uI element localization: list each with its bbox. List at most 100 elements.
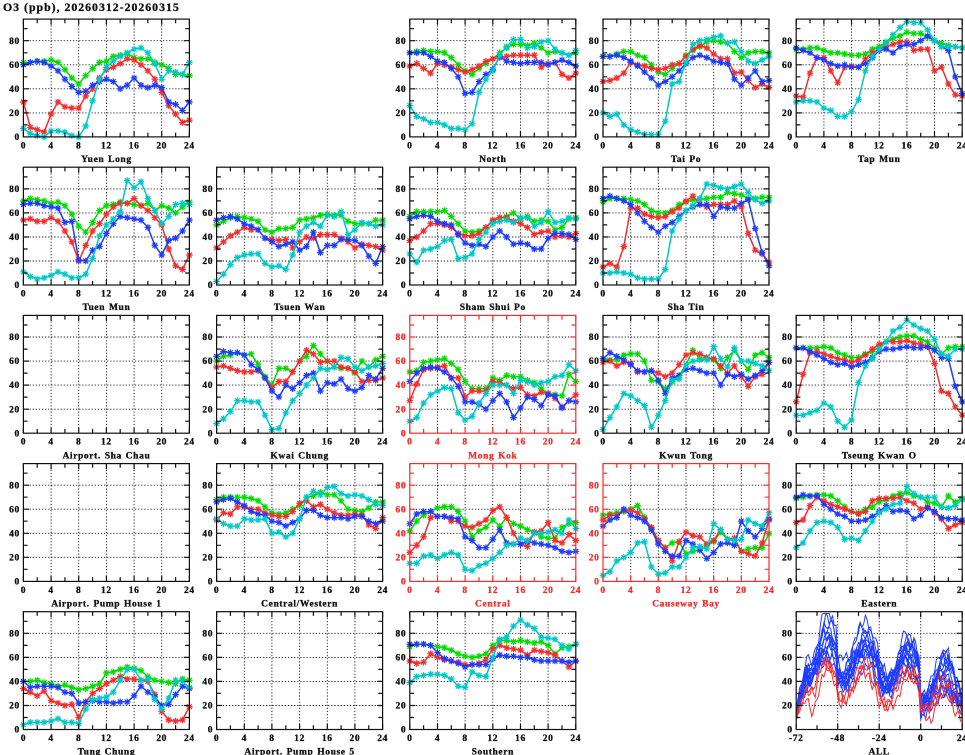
svg-text:40: 40	[9, 529, 20, 539]
svg-text:80: 80	[782, 481, 793, 491]
svg-text:8: 8	[656, 289, 661, 299]
svg-text:Tai Po: Tai Po	[671, 155, 701, 165]
svg-text:20: 20	[543, 289, 554, 299]
svg-text:60: 60	[9, 505, 20, 515]
svg-text:4: 4	[435, 289, 440, 299]
svg-text:4: 4	[435, 141, 440, 151]
svg-text:4: 4	[242, 438, 247, 448]
svg-text:40: 40	[396, 381, 407, 391]
svg-text:16: 16	[515, 141, 526, 151]
svg-text:16: 16	[515, 289, 526, 299]
svg-text:20: 20	[929, 141, 940, 151]
svg-text:0: 0	[401, 429, 406, 439]
svg-text:0: 0	[787, 429, 792, 439]
svg-text:ALL: ALL	[868, 748, 889, 755]
svg-text:12: 12	[874, 438, 885, 448]
svg-text:80: 80	[589, 185, 600, 195]
svg-text:40: 40	[589, 233, 600, 243]
svg-text:16: 16	[902, 141, 913, 151]
svg-text:0: 0	[600, 586, 605, 596]
svg-text:Tsuen Wan: Tsuen Wan	[274, 303, 326, 313]
svg-text:Tung Chung: Tung Chung	[78, 748, 136, 755]
svg-text:Causeway Bay: Causeway Bay	[652, 600, 720, 610]
svg-text:80: 80	[396, 333, 407, 343]
svg-text:16: 16	[322, 289, 333, 299]
svg-text:20: 20	[9, 702, 20, 712]
svg-text:16: 16	[322, 438, 333, 448]
svg-text:4: 4	[48, 438, 53, 448]
svg-text:20: 20	[543, 734, 554, 744]
svg-text:80: 80	[396, 185, 407, 195]
svg-text:24: 24	[184, 141, 195, 151]
svg-text:0: 0	[208, 281, 213, 291]
svg-text:20: 20	[350, 289, 361, 299]
svg-text:12: 12	[294, 289, 305, 299]
svg-text:40: 40	[782, 529, 793, 539]
svg-text:80: 80	[202, 481, 213, 491]
svg-text:8: 8	[462, 289, 467, 299]
svg-text:0: 0	[794, 438, 799, 448]
svg-text:0: 0	[208, 726, 213, 736]
svg-text:60: 60	[782, 505, 793, 515]
svg-text:Tuen Mun: Tuen Mun	[82, 303, 130, 313]
svg-text:4: 4	[628, 289, 633, 299]
svg-text:80: 80	[9, 481, 20, 491]
svg-text:8: 8	[76, 438, 81, 448]
svg-text:12: 12	[294, 586, 305, 596]
svg-text:60: 60	[589, 357, 600, 367]
svg-text:60: 60	[396, 209, 407, 219]
svg-text:20: 20	[736, 141, 747, 151]
svg-text:60: 60	[589, 61, 600, 71]
svg-text:16: 16	[708, 438, 719, 448]
svg-text:4: 4	[48, 289, 53, 299]
svg-text:Airport. Pump House 1: Airport. Pump House 1	[51, 600, 161, 610]
svg-text:16: 16	[515, 586, 526, 596]
svg-text:12: 12	[487, 289, 498, 299]
svg-text:0: 0	[600, 438, 605, 448]
svg-text:16: 16	[708, 141, 719, 151]
svg-text:20: 20	[156, 141, 167, 151]
svg-text:24: 24	[184, 438, 195, 448]
svg-text:16: 16	[322, 586, 333, 596]
svg-text:20: 20	[350, 438, 361, 448]
svg-text:20: 20	[350, 734, 361, 744]
svg-text:80: 80	[589, 37, 600, 47]
svg-text:40: 40	[782, 381, 793, 391]
svg-text:24: 24	[570, 734, 581, 744]
svg-text:80: 80	[589, 333, 600, 343]
svg-text:60: 60	[589, 209, 600, 219]
svg-text:60: 60	[589, 505, 600, 515]
svg-text:0: 0	[15, 726, 20, 736]
svg-text:20: 20	[543, 586, 554, 596]
svg-text:40: 40	[589, 529, 600, 539]
svg-text:24: 24	[957, 586, 965, 596]
svg-text:40: 40	[782, 85, 793, 95]
svg-text:60: 60	[782, 61, 793, 71]
svg-text:0: 0	[794, 141, 799, 151]
svg-text:60: 60	[396, 654, 407, 664]
svg-text:8: 8	[462, 141, 467, 151]
svg-text:40: 40	[202, 381, 213, 391]
svg-text:0: 0	[407, 141, 412, 151]
svg-text:20: 20	[156, 438, 167, 448]
svg-text:40: 40	[782, 678, 793, 688]
svg-text:40: 40	[396, 233, 407, 243]
svg-text:60: 60	[202, 357, 213, 367]
svg-text:8: 8	[76, 586, 81, 596]
svg-text:20: 20	[782, 702, 793, 712]
svg-text:Airport. Pump House 5: Airport. Pump House 5	[244, 748, 354, 755]
svg-text:8: 8	[462, 438, 467, 448]
svg-text:0: 0	[407, 289, 412, 299]
svg-text:Yuen Long: Yuen Long	[81, 155, 132, 165]
svg-text:60: 60	[9, 357, 20, 367]
svg-text:16: 16	[129, 734, 140, 744]
svg-text:80: 80	[9, 629, 20, 639]
svg-text:8: 8	[269, 734, 274, 744]
svg-text:80: 80	[396, 37, 407, 47]
svg-text:0: 0	[21, 734, 26, 744]
svg-text:20: 20	[736, 289, 747, 299]
svg-text:12: 12	[681, 438, 692, 448]
svg-text:8: 8	[269, 438, 274, 448]
svg-text:0: 0	[21, 289, 26, 299]
svg-text:20: 20	[589, 257, 600, 267]
